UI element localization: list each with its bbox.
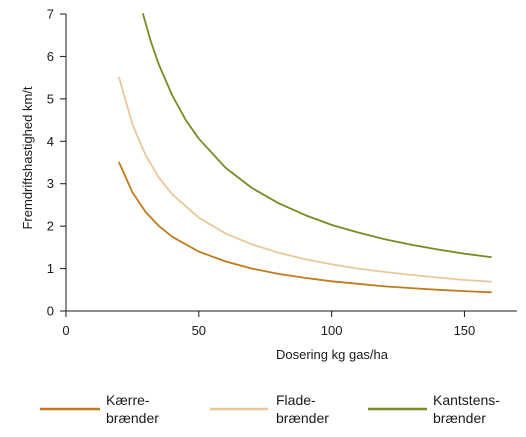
legend: Kærre-brænder Flade-brænder Kantstens-bræn… <box>40 392 500 426</box>
y-tick-label: 6 <box>47 49 54 64</box>
y-tick-label: 2 <box>47 219 54 234</box>
y-tick-label: 4 <box>47 134 54 149</box>
y-tick-label: 5 <box>47 91 54 106</box>
legend-item: Kantstens-brænder <box>368 392 500 426</box>
y-tick-label: 0 <box>47 304 54 319</box>
legend-label: Kantstens-brænder <box>433 392 500 426</box>
series-line-1 <box>118 161 492 294</box>
axes <box>65 14 517 312</box>
y-tick-label: 1 <box>47 261 54 276</box>
series-line-2 <box>118 76 492 283</box>
x-tick-label: 50 <box>192 323 206 338</box>
series-line-3 <box>142 13 492 259</box>
y-axis-title: Fremdriftshastighed km/t <box>20 86 35 229</box>
legend-item: Kærre-brænder <box>40 392 159 426</box>
legend-label: Flade-brænder <box>276 392 329 426</box>
ticks: 0 1 2 3 4 5 6 7 0 50 100 150 <box>47 7 476 339</box>
x-axis-title: Dosering kg gas/ha <box>276 347 389 362</box>
legend-item: Flade-brænder <box>210 392 329 426</box>
series-lines <box>118 13 492 294</box>
x-tick-label: 0 <box>62 323 69 338</box>
x-tick-label: 100 <box>321 323 343 338</box>
x-tick-label: 150 <box>454 323 476 338</box>
y-tick-label: 3 <box>47 176 54 191</box>
legend-label: Kærre-brænder <box>106 392 159 426</box>
y-tick-label: 7 <box>47 7 54 22</box>
